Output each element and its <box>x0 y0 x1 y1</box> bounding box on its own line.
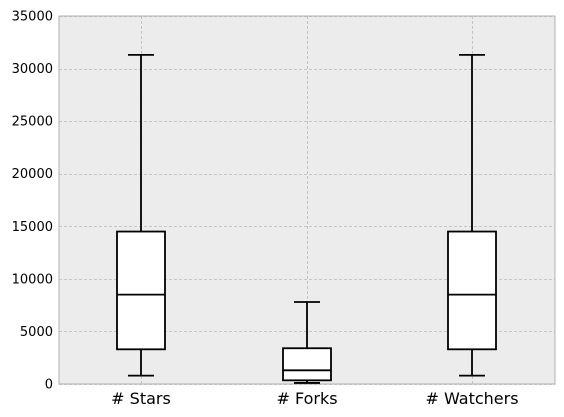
y-tick-label: 5000 <box>20 325 53 340</box>
plot-frame <box>58 15 556 385</box>
y-tick-label: 15000 <box>12 220 53 235</box>
box-2 <box>447 54 497 377</box>
y-tick-label: 30000 <box>12 62 53 77</box>
box-1 <box>282 301 332 384</box>
x-category-label: # Watchers <box>425 389 518 408</box>
y-tick-label: 20000 <box>12 167 53 182</box>
iqr-box <box>116 230 166 351</box>
iqr-box <box>282 347 332 382</box>
y-axis-ticks: 0 5000 10000 15000 20000 25000 30000 35000 <box>12 10 53 393</box>
y-tick-label: 0 <box>45 378 53 393</box>
y-tick-label: 25000 <box>12 115 53 130</box>
x-category-label: # Stars <box>111 389 171 408</box>
y-tick-label: 35000 <box>12 10 53 25</box>
box-0 <box>116 54 166 377</box>
x-category-label: # Forks <box>276 389 337 408</box>
x-axis-labels: # Stars # Forks # Watchers <box>111 389 518 408</box>
boxes <box>116 54 497 384</box>
iqr-box <box>447 230 497 351</box>
y-tick-label: 10000 <box>12 272 53 287</box>
